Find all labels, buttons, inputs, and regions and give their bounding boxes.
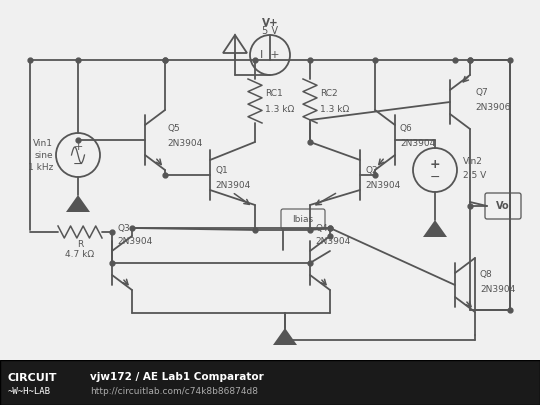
Text: 2N3904: 2N3904: [215, 181, 250, 190]
Text: I  +: I +: [260, 50, 280, 60]
Text: −: −: [73, 158, 83, 171]
Text: Q1: Q1: [215, 166, 228, 175]
Polygon shape: [66, 195, 90, 212]
Text: RC2: RC2: [320, 89, 338, 98]
Text: 2N3904: 2N3904: [365, 181, 400, 190]
Text: Q2: Q2: [365, 166, 377, 175]
Text: Q6: Q6: [400, 124, 413, 132]
Text: 1 kHz: 1 kHz: [28, 162, 53, 171]
Text: 4.7 kΩ: 4.7 kΩ: [65, 250, 94, 259]
Text: sine: sine: [35, 151, 53, 160]
Text: vjw172 / AE Lab1 Comparator: vjw172 / AE Lab1 Comparator: [90, 372, 264, 382]
Text: RC1: RC1: [265, 89, 283, 98]
Text: +: +: [73, 142, 83, 152]
FancyBboxPatch shape: [281, 209, 325, 229]
Text: 2N3906: 2N3906: [475, 102, 510, 111]
FancyBboxPatch shape: [0, 360, 540, 405]
Text: Q7: Q7: [475, 87, 488, 96]
Text: 1.3 kΩ: 1.3 kΩ: [320, 104, 349, 113]
FancyBboxPatch shape: [485, 193, 521, 219]
Text: R: R: [77, 240, 83, 249]
Text: CIRCUIT: CIRCUIT: [8, 373, 57, 383]
Text: Vin1: Vin1: [33, 139, 53, 147]
Text: Vin2: Vin2: [463, 158, 483, 166]
Text: Q5: Q5: [167, 124, 180, 132]
Text: 2N3904: 2N3904: [480, 286, 515, 294]
Text: Q8: Q8: [480, 271, 493, 279]
Polygon shape: [423, 220, 447, 237]
Text: Ibias: Ibias: [293, 215, 314, 224]
Text: Vo: Vo: [496, 201, 510, 211]
Text: −: −: [430, 171, 440, 183]
Text: 1.3 kΩ: 1.3 kΩ: [265, 104, 294, 113]
Text: ~W~H~LAB: ~W~H~LAB: [8, 387, 51, 396]
Text: Q4: Q4: [315, 224, 328, 232]
Polygon shape: [273, 328, 297, 345]
Text: Q3: Q3: [117, 224, 130, 232]
Text: 5 V: 5 V: [262, 26, 278, 36]
Text: 2N3904: 2N3904: [315, 237, 350, 245]
Text: 2N3904: 2N3904: [117, 237, 152, 245]
Text: 2N3904: 2N3904: [167, 139, 202, 147]
Text: 2N3904: 2N3904: [400, 139, 435, 147]
Text: http://circuitlab.com/c74k8b86874d8: http://circuitlab.com/c74k8b86874d8: [90, 387, 258, 396]
Text: +: +: [430, 158, 440, 171]
Text: V+: V+: [261, 18, 279, 28]
Text: 2.5 V: 2.5 V: [463, 171, 486, 179]
